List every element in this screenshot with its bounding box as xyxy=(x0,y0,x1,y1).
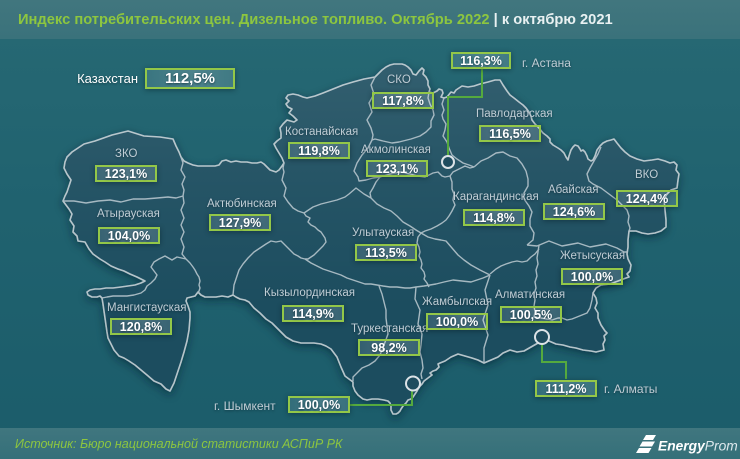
svg-text:EnergyProm: EnergyProm xyxy=(658,439,738,454)
